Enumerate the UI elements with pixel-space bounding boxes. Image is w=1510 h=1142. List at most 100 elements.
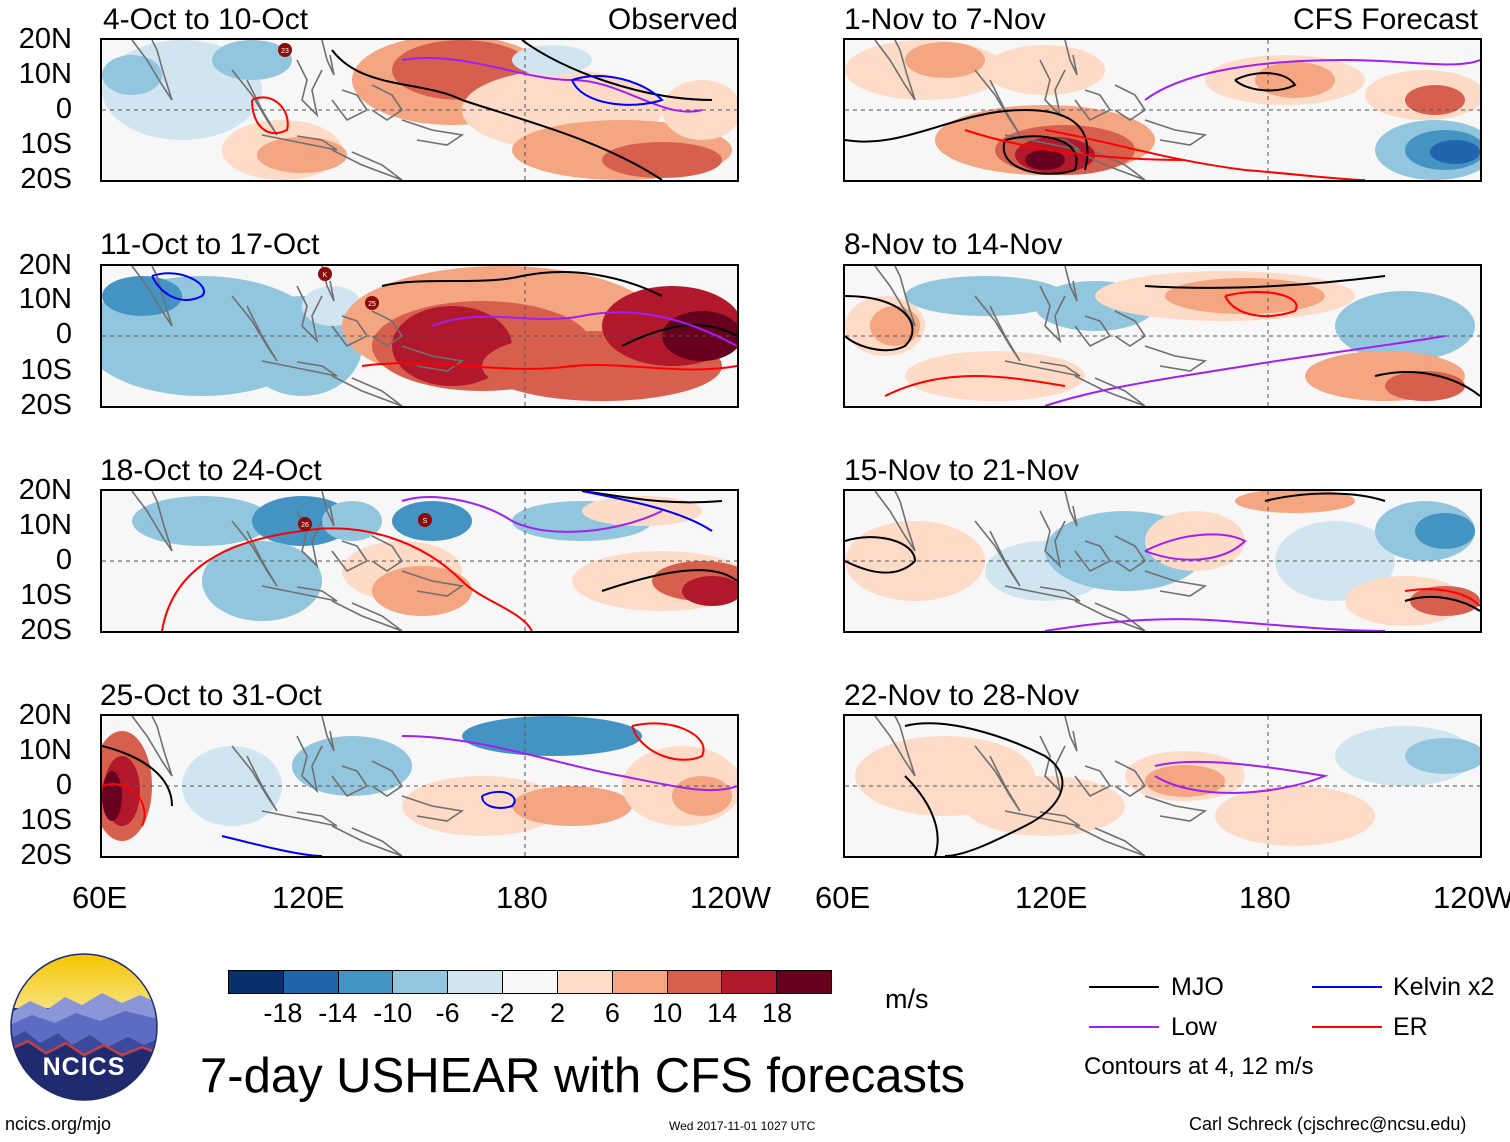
lat-label-20n: 20N [18,249,72,281]
shear-anomaly-blob [1335,291,1475,361]
legend-line-mjo [1089,986,1159,988]
low-contour [401,735,737,792]
er-contour [102,783,146,827]
coastline [1114,310,1147,347]
lat-label-10s: 10S [20,354,72,386]
er-contour [251,96,289,135]
panel-title-fcst-1: 1-Nov to 7-Nov [844,3,1046,36]
lat-label-20s: 20S [20,163,72,195]
mjo-contour [845,536,917,574]
coastline [974,69,1021,136]
mjo-contour [521,40,713,101]
shear-anomaly-blob [672,776,732,816]
coastline [874,266,916,327]
colorbar-tick-label: 10 [652,998,683,1028]
shear-anomaly-blob [1235,491,1355,513]
lat-label-eq: 0 [55,769,72,801]
lat-label-20n: 20N [18,699,72,731]
tropical-cyclone-label: 23 [281,48,289,55]
map-canvas [845,716,1480,856]
colorbar [228,970,832,994]
mjo-contour [1144,275,1386,289]
map-panel-obs-2: K 25 [100,264,739,408]
source-url: ncics.org/mjo [5,1114,112,1134]
shear-anomaly-blob [257,137,347,173]
coastline [331,765,369,798]
mjo-contour [904,722,1064,856]
shear-anomaly-blob [512,786,632,826]
lat-label-10s: 10S [20,804,72,836]
low-contour [1044,335,1446,406]
lon-label-180-left: 180 [496,880,548,915]
legend-line-er [1312,1026,1382,1028]
shear-anomaly-blob [102,276,182,316]
panel-title-obs-3: 18-Oct to 24-Oct [100,454,322,487]
ncics-logo-text: NCICS [42,1053,126,1081]
tropical-cyclone-label: K [323,272,328,279]
panel-title-obs-2: 11-Oct to 17-Oct [100,228,320,261]
coastline [1039,59,1066,118]
coastline [331,375,403,406]
coastline [296,735,323,794]
legend-line-kelvin [1312,986,1382,988]
lat-label-eq: 0 [55,93,72,125]
colorbar-swatch [667,971,723,993]
coastline [1039,285,1066,344]
coastline [231,295,278,362]
lat-label-20s: 20S [20,389,72,421]
low-contour [1154,760,1329,794]
coastline [231,745,278,812]
panel-title-obs-4: 25-Oct to 31-Oct [100,679,322,712]
coastline [231,69,278,136]
shear-anomaly-blob [292,736,412,796]
shear-anomaly-blob [1430,140,1480,164]
mjo-contour [1374,371,1480,397]
coastline [1004,810,1081,827]
panel-title-fcst-3: 15-Nov to 21-Nov [844,454,1080,487]
coastline [1144,570,1208,597]
coastline [1074,540,1112,573]
shear-anomaly-blob [965,776,1125,836]
coastline [331,315,369,348]
coastline [1114,84,1147,121]
lon-label-120e-right: 120E [1015,880,1088,915]
legend-label-mjo: MJO [1171,973,1224,1001]
coastline [401,570,465,597]
map-canvas [845,491,1480,631]
colorbar-swatch [722,971,778,993]
panel-title-fcst-2: 8-Nov to 14-Nov [844,228,1063,261]
shear-anomaly-blob [392,501,472,541]
coastline [974,745,1021,812]
lat-label-10n: 10N [18,58,72,90]
legend-label-low: Low [1171,1013,1217,1041]
contour-note: Contours at 4, 12 m/s [1084,1053,1314,1080]
credit: Carl Schreck (cjschrec@ncsu.edu) [1189,1114,1467,1134]
low-contour [401,56,703,113]
coastline [371,310,404,347]
coastline [1074,89,1112,122]
map-panel-fcst-2 [843,264,1482,408]
ncics-logo: NCICS [10,953,158,1101]
coastline [1064,491,1078,527]
colorbar-swatch [557,971,613,993]
coastline [261,134,338,151]
low-contour [1144,58,1480,101]
mjo-contour [845,295,914,352]
lat-label-20s: 20S [20,614,72,646]
coastline [131,266,173,327]
mjo-contour [381,271,663,297]
map-canvas [845,266,1480,406]
coastline [401,119,465,146]
legend-label-kelvin: Kelvin x2 [1393,973,1495,1001]
colorbar-swatch [393,971,449,993]
colorbar-swatch [777,971,831,993]
coastline [371,84,404,121]
coastline [131,40,173,101]
map-panel-obs-1: 23 [100,38,739,182]
shear-anomaly-blob [462,716,642,756]
coastline [1144,119,1208,146]
colorbar-swatch [503,971,558,993]
map-panel-fcst-4 [843,714,1482,858]
coastline [874,716,916,777]
colorbar-tick-label: -2 [490,998,515,1028]
